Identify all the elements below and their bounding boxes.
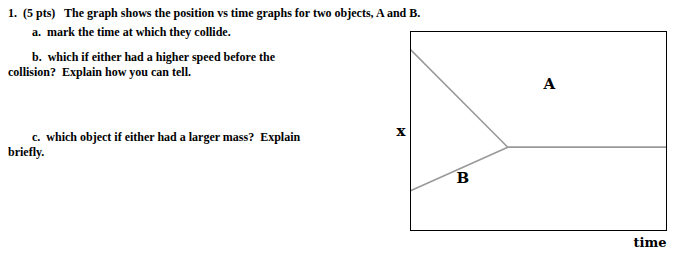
svg-text:B: B — [457, 169, 470, 187]
svg-text:A: A — [543, 75, 556, 93]
svg-text:time: time — [634, 235, 667, 250]
html-text:1. (5 pts) The graph shows the: 1. (5 pts) The graph shows the position … — [8, 6, 421, 20]
svg-text:x: x — [397, 122, 407, 140]
html-text:a. mark the time at which they: a. mark the time at which they collide. — [8, 25, 231, 39]
html-text:b. which if either had a highe: b. which if either had a higher speed be… — [8, 50, 275, 79]
html-text:c. which object if either had: c. which object if either had a larger m… — [8, 130, 301, 159]
